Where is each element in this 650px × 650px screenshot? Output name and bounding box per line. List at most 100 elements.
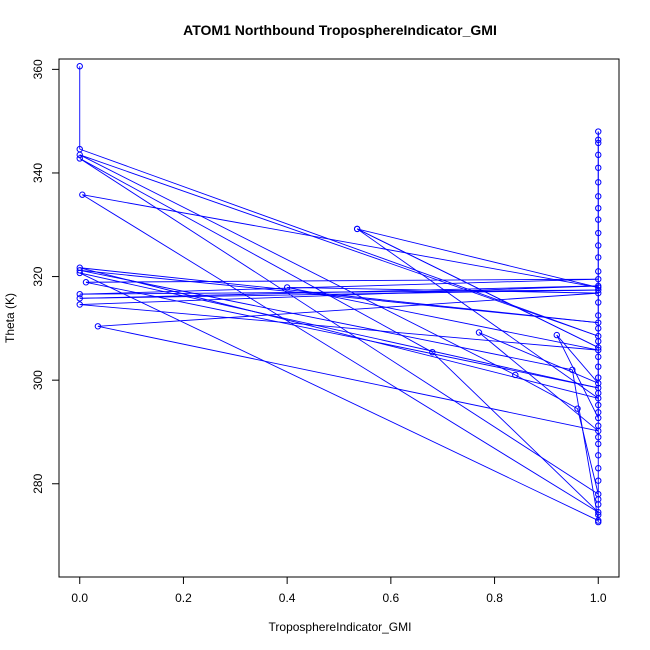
series-segment	[82, 194, 599, 513]
y-tick-label: 300	[31, 370, 45, 390]
y-tick-label: 320	[31, 266, 45, 286]
data-point	[595, 254, 602, 261]
series-segment	[79, 158, 433, 353]
data-point	[595, 282, 602, 290]
series-segment	[79, 158, 599, 495]
data-point	[595, 401, 602, 409]
data-point	[595, 139, 602, 147]
y-tick-label: 280	[31, 473, 45, 493]
data-point	[76, 290, 83, 298]
data-point	[574, 405, 581, 412]
data-point	[595, 477, 602, 484]
data-point	[595, 325, 602, 332]
series-segment	[85, 281, 599, 389]
series-segment	[478, 332, 599, 384]
data-point	[595, 128, 602, 135]
x-tick-label: 1.0	[590, 591, 607, 605]
data-point	[512, 371, 519, 379]
series-segment	[79, 278, 599, 295]
data-point	[595, 179, 602, 186]
data-point	[76, 269, 83, 277]
series-segment	[478, 332, 599, 432]
data-point	[595, 452, 602, 459]
series-segment	[79, 269, 573, 371]
series-segment	[556, 334, 599, 384]
x-tick-label: 0.2	[175, 591, 192, 605]
y-tick-label: 360	[31, 59, 45, 79]
series-segment	[356, 228, 599, 348]
data-point	[595, 465, 602, 472]
data-point	[595, 363, 602, 370]
data-point	[595, 275, 602, 283]
data-point	[595, 136, 602, 144]
data-point	[82, 279, 90, 286]
series-segment	[287, 286, 599, 294]
x-tick-label: 0.8	[486, 591, 503, 605]
data-point	[595, 433, 602, 441]
data-point	[429, 348, 436, 356]
x-tick-label: 0.0	[71, 591, 88, 605]
data-point	[595, 289, 602, 297]
data-point	[595, 242, 602, 249]
data-point-group	[76, 63, 602, 526]
data-point	[283, 284, 291, 291]
series-segment	[79, 269, 599, 324]
series-segment	[97, 292, 599, 327]
data-point	[76, 267, 83, 274]
x-tick-label: 0.6	[383, 591, 400, 605]
data-point	[595, 312, 602, 319]
data-point	[595, 389, 602, 397]
series-segment	[97, 325, 599, 432]
data-point	[595, 374, 602, 381]
series-segment	[79, 154, 599, 337]
x-axis: 0.0 0.2 0.4 0.6 0.8 1.0	[71, 576, 607, 605]
data-point	[595, 518, 602, 526]
data-point	[595, 409, 602, 416]
data-point	[569, 366, 576, 373]
series-segment	[357, 228, 599, 288]
data-point	[595, 511, 602, 519]
series-segment	[556, 334, 599, 419]
data-point	[79, 191, 86, 198]
data-point	[353, 225, 361, 233]
y-tick-label: 340	[31, 163, 45, 183]
series-segment	[287, 286, 599, 351]
data-point	[595, 229, 602, 237]
data-point	[553, 331, 560, 339]
data-point	[595, 344, 602, 351]
y-axis-label: Theta (K)	[3, 293, 17, 343]
data-point	[595, 268, 602, 275]
x-axis-label: TroposphereIndicator_GMI	[269, 620, 412, 634]
data-point	[595, 216, 602, 223]
series-segment	[577, 408, 599, 495]
data-point	[595, 440, 602, 448]
series-segment	[356, 228, 599, 399]
data-point	[76, 63, 83, 70]
series-segment	[79, 304, 599, 351]
data-point	[475, 329, 483, 336]
data-point	[76, 155, 83, 162]
series-segment	[432, 351, 599, 513]
data-point	[76, 301, 83, 308]
x-tick-label: 0.4	[279, 591, 296, 605]
series-segment	[79, 267, 599, 399]
data-point	[595, 422, 602, 429]
series-segment	[79, 285, 599, 299]
series-line-group	[79, 66, 599, 523]
data-point	[595, 338, 602, 345]
data-point	[94, 323, 102, 330]
data-point	[595, 346, 602, 354]
chart-title: ATOM1 Northbound TroposphereIndicator_GM…	[183, 22, 497, 38]
data-point	[595, 501, 602, 508]
series-segment	[571, 369, 599, 521]
series-segment	[82, 194, 599, 288]
data-point	[595, 509, 602, 516]
data-point	[595, 353, 602, 361]
data-point	[595, 151, 602, 159]
y-axis: 280 300 320 340 360	[31, 59, 60, 494]
data-point	[76, 151, 83, 159]
data-point	[595, 286, 602, 294]
data-point	[595, 164, 602, 171]
